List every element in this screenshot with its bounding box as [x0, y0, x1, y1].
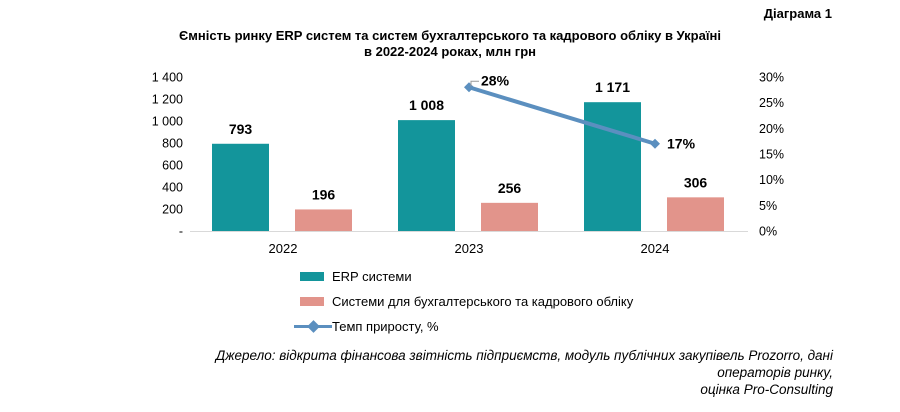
y-right-tick-label: 30%	[759, 71, 784, 85]
growth-marker-2024	[650, 138, 660, 149]
chart-legend: ERP системи Системи для бухгалтерського …	[294, 264, 633, 339]
bar-accounting-2022	[295, 209, 352, 231]
legend-swatch-growth	[294, 320, 332, 333]
legend-item-erp: ERP системи	[300, 264, 633, 289]
growth-label-2024: 17%	[667, 136, 696, 152]
y-left-tick-label: -	[179, 225, 183, 239]
y-left-tick-label: 1 200	[152, 93, 183, 107]
growth-label-leader	[470, 80, 479, 87]
y-left-tick-label: 400	[162, 181, 183, 195]
legend-label-erp: ERP системи	[332, 269, 412, 284]
bar-erp-2022	[212, 143, 269, 231]
bar-label-erp-2022: 793	[229, 121, 253, 137]
source-note: Джерело: відкрита фінансова звітність пі…	[216, 347, 833, 398]
legend-label-growth: Темп приросту, %	[332, 319, 439, 334]
y-left-tick-label: 600	[162, 159, 183, 173]
y-right-tick-label: 10%	[759, 173, 784, 187]
growth-marker-2023	[464, 82, 474, 93]
bar-label-accounting-2022: 196	[312, 186, 336, 202]
source-line-3: оцінка Pro-Consulting	[700, 382, 833, 397]
bar-accounting-2024	[667, 197, 724, 231]
bar-accounting-2023	[481, 202, 538, 231]
diagram-number: Діаграма 1	[763, 6, 832, 21]
x-tick-label-2023: 2023	[455, 241, 484, 256]
y-right-tick-label: 25%	[759, 96, 784, 110]
bar-label-accounting-2023: 256	[498, 180, 522, 196]
growth-label-2023: 28%	[481, 72, 510, 88]
bar-label-erp-2024: 1 171	[595, 79, 630, 95]
legend-swatch-accounting	[300, 297, 324, 306]
bar-erp-2024	[584, 102, 641, 231]
legend-label-accounting: Системи для бухгалтерського та кадрового…	[332, 294, 634, 309]
source-line-1: Джерело: відкрита фінансова звітність пі…	[215, 348, 833, 363]
bar-label-accounting-2024: 306	[684, 174, 708, 190]
bar-erp-2023	[398, 120, 455, 231]
y-right-tick-label: 20%	[759, 122, 784, 136]
source-line-2: операторів ринку,	[717, 365, 833, 380]
x-tick-label-2022: 2022	[269, 241, 298, 256]
y-left-tick-label: 800	[162, 137, 183, 151]
y-right-tick-label: 15%	[759, 148, 784, 162]
legend-item-accounting: Системи для бухгалтерського та кадрового…	[300, 289, 633, 314]
x-tick-label-2024: 2024	[641, 241, 670, 256]
bar-label-erp-2023: 1 008	[409, 97, 444, 113]
y-left-tick-label: 1 400	[152, 71, 183, 85]
y-left-tick-label: 200	[162, 203, 183, 217]
y-right-tick-label: 0%	[759, 225, 777, 239]
chart-title: Ємність ринку ERP систем та систем бухга…	[0, 28, 900, 60]
chart-title-line-1: Ємність ринку ERP систем та систем бухга…	[179, 28, 721, 43]
y-right-tick-label: 5%	[759, 199, 777, 213]
legend-swatch-erp	[300, 272, 324, 281]
legend-item-growth: Темп приросту, %	[294, 314, 633, 339]
growth-line	[468, 85, 656, 146]
y-left-tick-label: 1 000	[152, 115, 183, 129]
chart-title-line-2: в 2022-2024 роках, млн грн	[363, 44, 536, 59]
